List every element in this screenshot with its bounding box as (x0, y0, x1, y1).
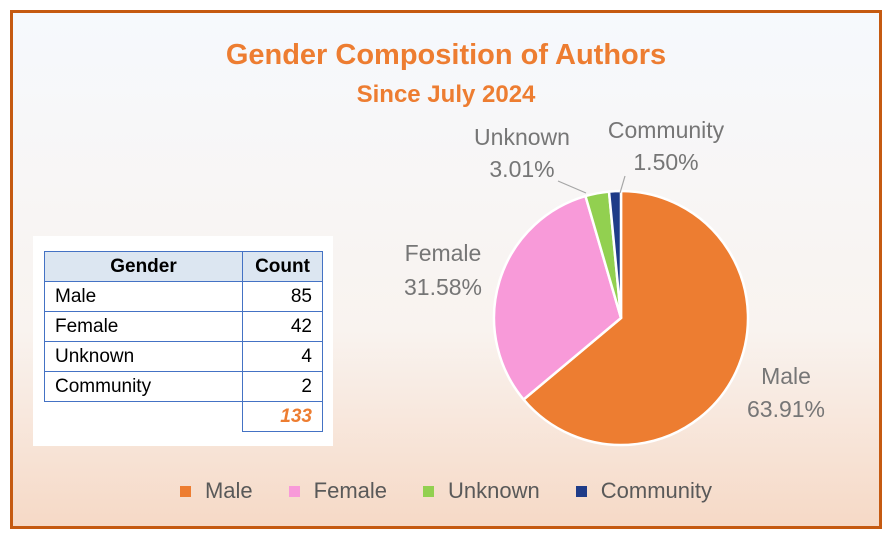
table-cell-count: 85 (242, 281, 323, 312)
legend-item-community: Community (575, 478, 712, 504)
legend-item-male: Male (179, 478, 253, 504)
chart-subtitle: Since July 2024 (356, 81, 536, 108)
slice-label-community: Community (608, 117, 725, 143)
table-cell-gender: Male (44, 281, 243, 312)
leader-line-unknown (557, 180, 587, 194)
slice-percent-male: 63.91% (747, 396, 825, 422)
legend-label-community: Community (600, 478, 712, 503)
table-total-row: 133 (45, 401, 323, 432)
legend-swatch-male (179, 485, 191, 497)
table-cell-count: 4 (242, 341, 323, 372)
pie-chart: Male 63.91% Female 31.58% Unknown 3.01% Commun… (404, 117, 825, 447)
legend-item-female: Female (288, 478, 388, 504)
table-row: Female 42 (44, 311, 323, 342)
slice-percent-female: 31.58% (404, 274, 482, 300)
table-header-row: Gender Count (44, 251, 323, 282)
slice-label-female: Female (405, 240, 482, 266)
chart-legend: Male Female Unknown Community (13, 478, 879, 504)
legend-label-female: Female (313, 478, 388, 503)
pie-slice-female (492, 194, 623, 402)
table-total-count: 133 (242, 401, 323, 432)
slice-label-male: Male (761, 363, 811, 389)
legend-label-male: Male (204, 478, 253, 503)
pie-slice-male (521, 189, 750, 447)
table-row: Community 2 (44, 371, 323, 402)
table-cell-gender: Unknown (44, 341, 243, 372)
legend-swatch-community (575, 485, 587, 497)
legend-item-unknown: Unknown (423, 478, 540, 504)
legend-swatch-unknown (423, 485, 435, 497)
slice-label-unknown: Unknown (474, 124, 570, 150)
chart-title: Gender Composition of Authors (225, 39, 667, 71)
data-table-panel: Gender Count Male 85 Female 42 Unknown 4 (33, 236, 333, 446)
table-cell-count: 2 (242, 371, 323, 402)
leader-line-community (619, 175, 626, 194)
legend-label-unknown: Unknown (448, 478, 540, 503)
legend-swatch-female (288, 485, 300, 497)
table-cell-gender: Community (44, 371, 243, 402)
chart-frame: Gender Composition of Authors Since July… (10, 10, 882, 529)
slice-percent-community: 1.50% (633, 149, 698, 175)
table-row: Male 85 (44, 281, 323, 312)
slice-percent-unknown: 3.01% (489, 156, 554, 182)
table-cell-gender: Female (44, 311, 243, 342)
table-row: Unknown 4 (44, 341, 323, 372)
gender-count-table: Gender Count Male 85 Female 42 Unknown 4 (44, 251, 323, 432)
